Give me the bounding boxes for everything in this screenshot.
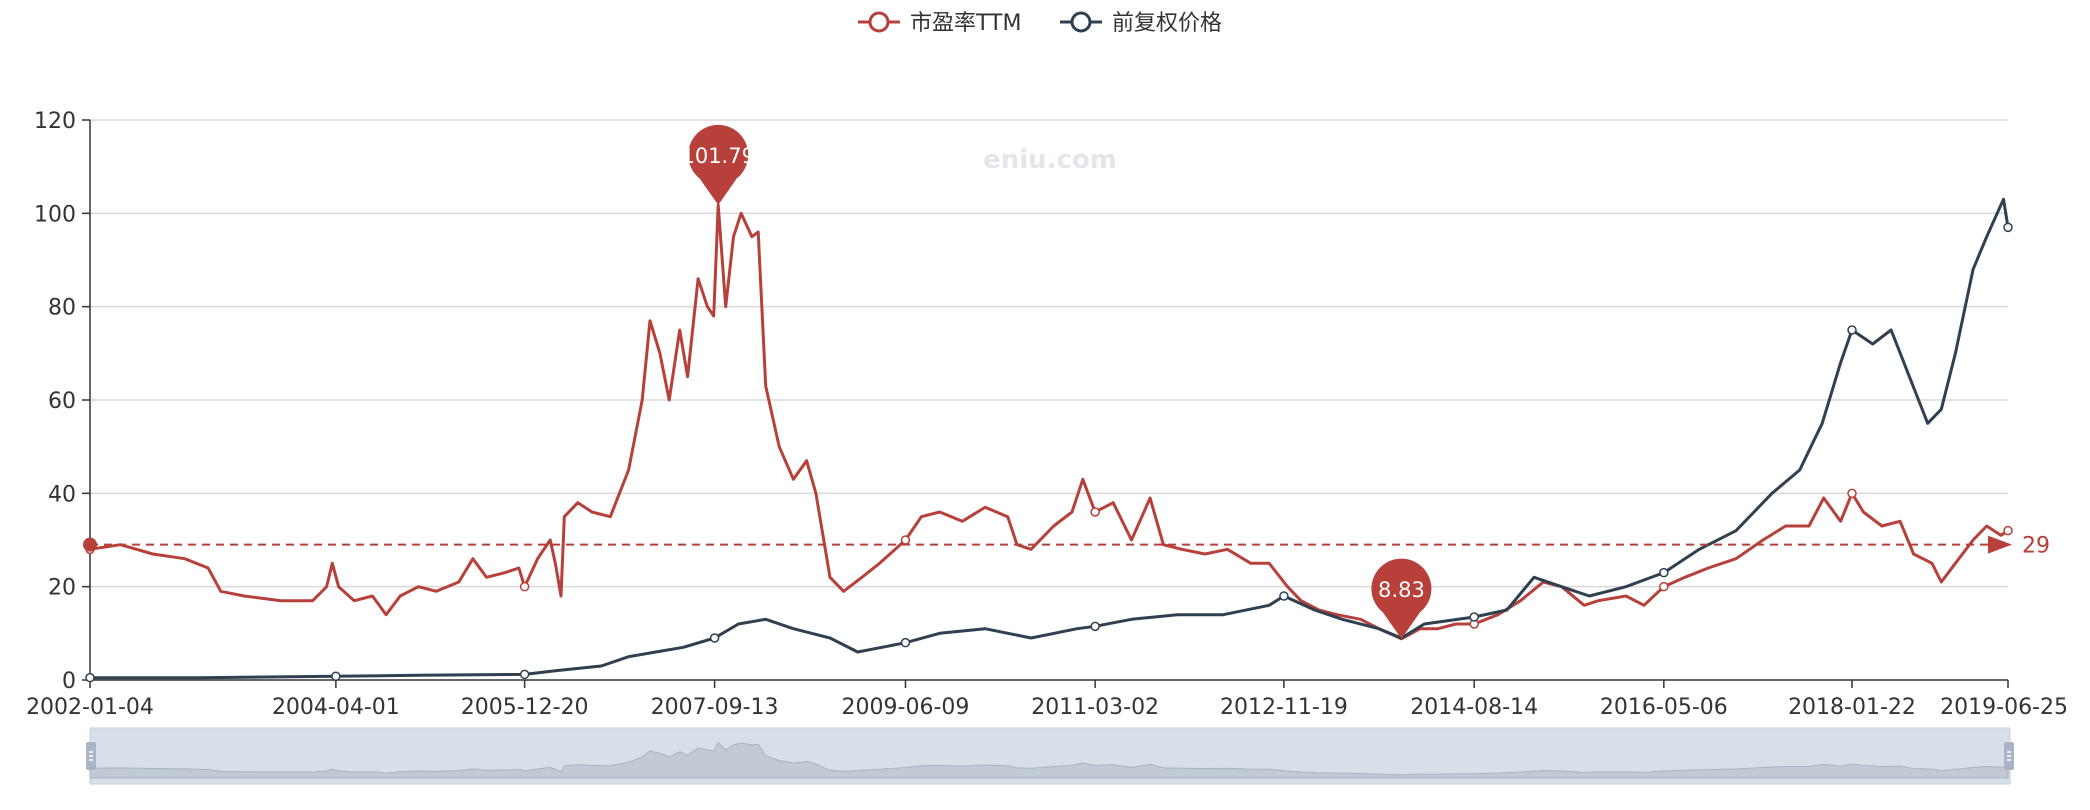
series-1-point-45	[1847, 325, 1857, 335]
series-1-point-0	[85, 672, 95, 683]
x-axis: 2002-01-04 2004-04-01 2005-12-20 2007-09-13…	[26, 679, 2068, 720]
legend-pe-marker	[868, 11, 890, 33]
x-tick-label-1: 2004-04-01	[272, 695, 400, 720]
series-0-point-57	[900, 535, 911, 545]
data-zoom-left-handle[interactable]	[86, 742, 96, 770]
data-zoom-preview	[89, 741, 2009, 779]
x-tick-label-10: 2019-06-25	[1940, 695, 2068, 720]
legend-item-price[interactable]: 前复权价格	[1060, 11, 1222, 36]
marker-pin-label-0: 101.79	[681, 144, 754, 168]
series-1-point-16	[900, 637, 911, 648]
series-0-point-97	[1659, 581, 1669, 592]
x-tick-label-7: 2014-08-14	[1410, 695, 1538, 720]
legend-pe-label: 市盈率TTM	[910, 11, 1021, 36]
data-zoom-right-handle[interactable]	[2004, 742, 2014, 770]
y-tick-label-120: 120	[34, 109, 76, 134]
y-tick-label-0: 0	[62, 669, 76, 694]
grid	[90, 119, 2008, 588]
x-tick-label-0: 2002-01-04	[26, 695, 154, 720]
legend-price-marker	[1070, 11, 1092, 33]
marker-pin-label-1: 8.83	[1378, 578, 1425, 602]
x-tick-label-4: 2009-06-09	[842, 695, 970, 720]
legend-item-pe[interactable]: 市盈率TTM	[858, 11, 1021, 36]
x-tick-label-9: 2018-01-22	[1788, 695, 1916, 720]
series-1-point-10	[709, 633, 720, 643]
x-tick-label-6: 2012-11-19	[1220, 695, 1348, 720]
marker-pin-shape-1	[1371, 558, 1432, 639]
average-line-label: 29	[2022, 534, 2050, 559]
series-layer	[85, 197, 2013, 683]
average-line-arrow	[1988, 535, 2012, 554]
y-tick-label-40: 40	[48, 482, 76, 507]
marker-pin-1: 8.83	[1371, 558, 1432, 639]
legend: 市盈率TTM 前复权价格	[858, 11, 1222, 36]
marker-pin-0: 101.79	[681, 124, 755, 205]
y-tick-label-100: 100	[34, 202, 76, 227]
series-1-point-56	[2003, 222, 2013, 233]
y-tick-label-80: 80	[48, 296, 76, 321]
series-1-point-26	[1279, 591, 1289, 601]
series-1-point-21	[1090, 621, 1100, 632]
x-tick-label-3: 2007-09-13	[651, 695, 779, 720]
series-line-1	[90, 197, 2010, 680]
series-1-point-2	[331, 671, 341, 682]
y-axis: 0 20 40 60 80 100 120	[34, 109, 91, 694]
y-tick-label-60: 60	[48, 389, 76, 414]
series-1-point-32	[1469, 612, 1479, 622]
average-line-start-dot	[83, 537, 97, 552]
x-tick-label-2: 2005-12-20	[461, 695, 589, 720]
legend-price-label: 前复权价格	[1112, 11, 1222, 36]
series-line-0	[89, 203, 2009, 641]
series-0-point-23	[519, 581, 530, 592]
x-tick-label-8: 2016-05-06	[1600, 695, 1728, 720]
marker-pins: 101.79 8.83	[681, 124, 1432, 639]
average-line: 29	[83, 534, 2050, 559]
watermark: eniu.com	[983, 145, 1117, 175]
marker-pin-shape-0	[688, 124, 749, 205]
x-tick-label-5: 2011-03-02	[1031, 695, 1159, 720]
series-0-point-68	[1090, 507, 1100, 517]
series-0-point-106	[1847, 488, 1857, 499]
series-0-point-117	[2003, 525, 2013, 536]
series-1-point-4	[519, 669, 530, 680]
data-zoom[interactable]	[86, 727, 2014, 785]
series-1-point-38	[1659, 567, 1669, 578]
y-tick-label-20: 20	[48, 576, 76, 601]
